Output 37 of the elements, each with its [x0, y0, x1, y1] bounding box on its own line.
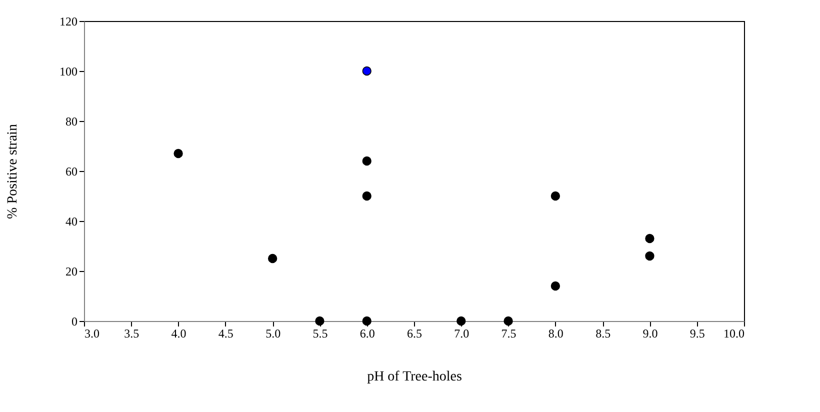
point — [362, 156, 372, 166]
y-tick-label: 80 — [66, 114, 78, 128]
y-tick-label: 0 — [72, 314, 78, 328]
y-tick-label: 120 — [60, 14, 78, 28]
x-tick-label: 5.5 — [312, 326, 328, 340]
x-tick-label: 3.5 — [124, 326, 140, 340]
x-tick-label: 7.5 — [501, 326, 516, 340]
x-tick-label: 4.5 — [218, 326, 234, 340]
x-tick-label: 7.0 — [454, 326, 470, 340]
x-tick-label: 8.0 — [548, 326, 564, 340]
x-tick-label: 9.0 — [642, 326, 658, 340]
x-tick-label: 10.0 — [724, 326, 744, 340]
point — [315, 316, 324, 326]
point — [268, 254, 278, 264]
x-tick-label: 6.0 — [360, 326, 375, 340]
point — [456, 316, 466, 326]
point — [645, 234, 654, 244]
point — [504, 316, 513, 326]
point — [362, 66, 372, 76]
x-tick-label: 9.5 — [690, 326, 705, 340]
x-tick-label: 6.5 — [407, 326, 422, 340]
point — [362, 191, 372, 201]
x-tick-label: 8.5 — [596, 326, 611, 340]
point — [174, 148, 183, 158]
x-tick-label: 4.0 — [171, 326, 186, 340]
y-axis-title: % Positive strain — [6, 124, 20, 219]
x-tick-label: 3.0 — [84, 326, 100, 340]
point — [550, 191, 560, 201]
y-tick-label: 40 — [66, 214, 78, 228]
point — [362, 316, 372, 326]
y-tick-label: 100 — [60, 64, 78, 78]
point — [645, 251, 654, 261]
x-tick-label: 5.0 — [266, 326, 281, 340]
y-tick-label: 60 — [66, 164, 78, 178]
point — [550, 281, 560, 291]
x-axis-title: pH of Tree-holes — [367, 370, 462, 384]
y-tick-label: 20 — [66, 264, 78, 278]
